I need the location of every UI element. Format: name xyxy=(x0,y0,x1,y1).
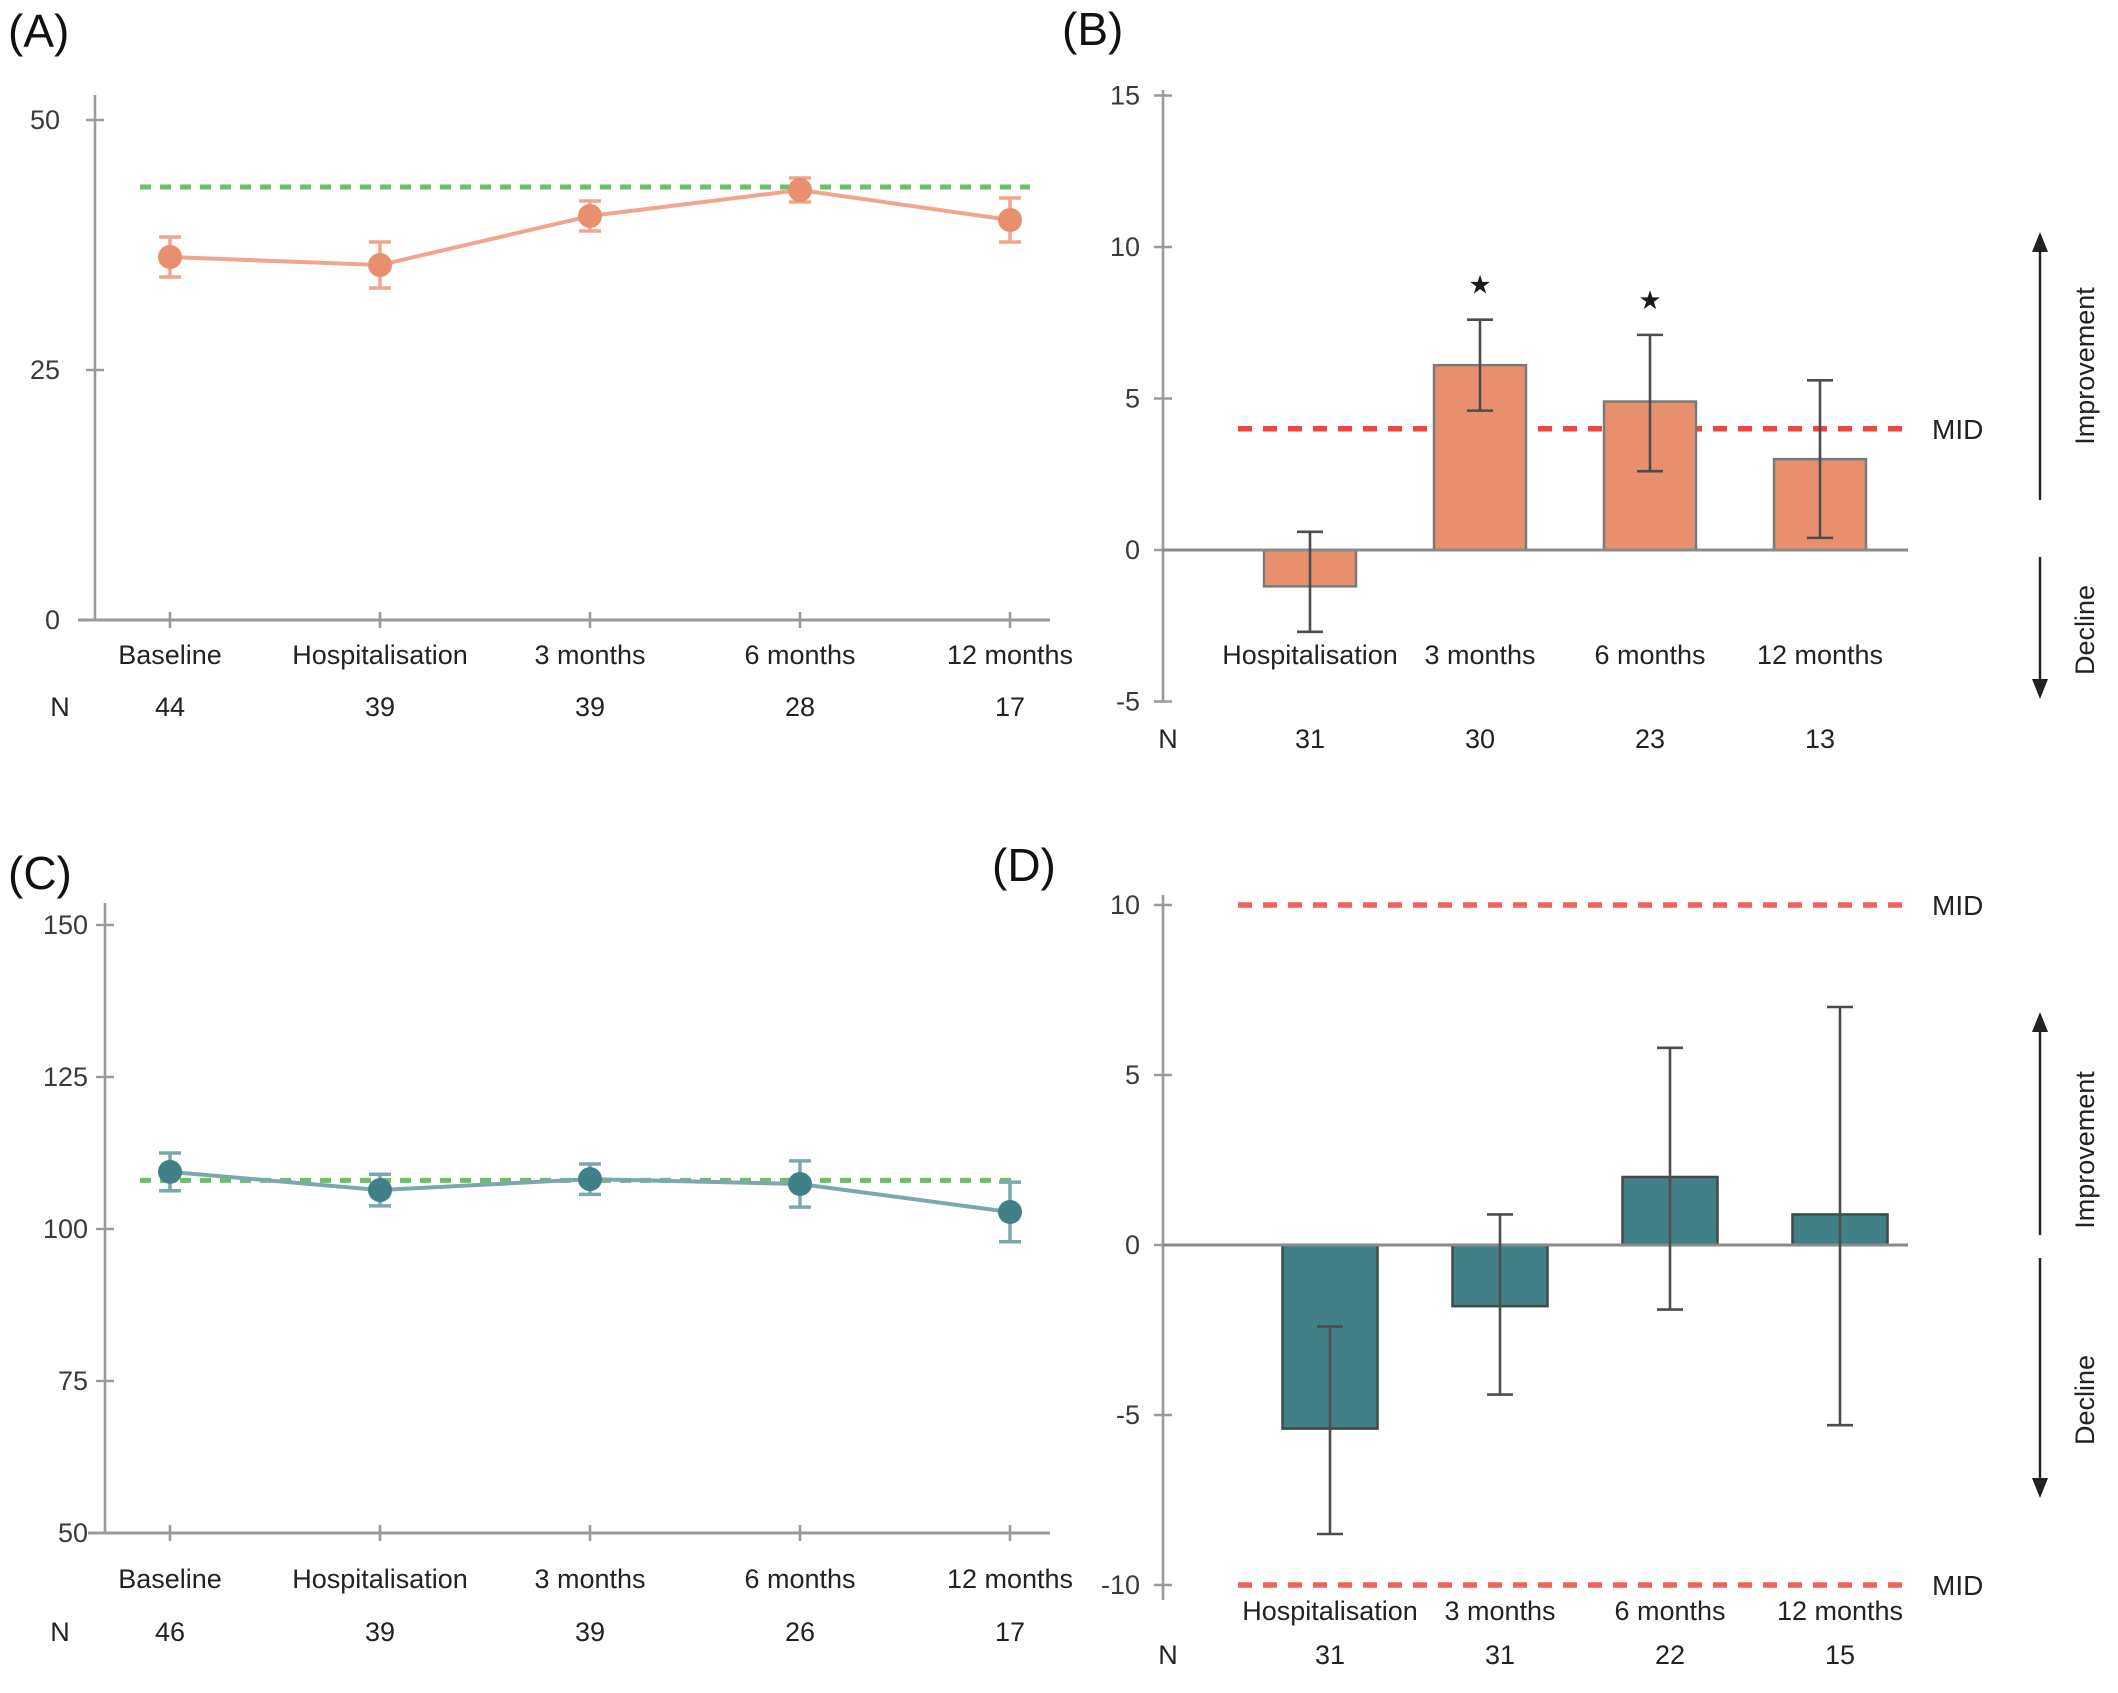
data-point-panel-c xyxy=(788,1172,812,1197)
x-category-label-panel-d: 6 months xyxy=(1614,1596,1725,1626)
n-value-panel-b: 13 xyxy=(1805,724,1835,754)
n-value-panel-c: 17 xyxy=(995,1617,1025,1647)
data-point-panel-a xyxy=(578,204,602,228)
x-category-label-panel-b: 12 months xyxy=(1757,640,1883,670)
y-tick-label-panel-c: 125 xyxy=(43,1062,88,1092)
n-value-panel-a: 39 xyxy=(575,692,605,722)
n-value-panel-d: 31 xyxy=(1485,1640,1515,1670)
decline-arrow-panel-d-head xyxy=(2032,1478,2048,1498)
x-category-label-panel-b: Hospitalisation xyxy=(1222,640,1398,670)
y-tick-label-panel-b: 0 xyxy=(1125,535,1140,565)
n-value-panel-d: 22 xyxy=(1655,1640,1685,1670)
x-category-label-panel-a: 12 months xyxy=(947,640,1073,670)
n-value-panel-d: 15 xyxy=(1825,1640,1855,1670)
n-row-header-panel-b: N xyxy=(1158,724,1178,754)
y-tick-label-panel-a: 25 xyxy=(30,355,60,385)
y-tick-label-panel-d: -10 xyxy=(1101,1570,1140,1600)
n-value-panel-d: 31 xyxy=(1315,1640,1345,1670)
data-point-panel-c xyxy=(158,1159,182,1184)
n-row-header-panel-c: N xyxy=(50,1617,70,1647)
n-value-panel-c: 39 xyxy=(575,1617,605,1647)
n-row-header-panel-a: N xyxy=(50,692,70,722)
y-tick-label-panel-b: 5 xyxy=(1125,384,1140,414)
improvement-label-panel-d: Improvement xyxy=(2070,1071,2100,1229)
panel-a-chart: 0 25 50 Baseline Hospitalisation 3 months 6 mo… xyxy=(30,95,1073,722)
panel-b-chart: -5 0 5 10 15 MID ★ ★ Hospitalisation 3 months 6 mo… xyxy=(1110,81,2100,755)
y-tick-label-panel-d: 10 xyxy=(1110,890,1140,920)
data-point-panel-a xyxy=(998,208,1022,232)
y-tick-label-panel-d: 0 xyxy=(1125,1230,1140,1260)
y-tick-label-panel-c: 75 xyxy=(58,1366,88,1396)
data-point-panel-c xyxy=(998,1199,1022,1224)
panel-label-a: (A) xyxy=(8,5,70,57)
y-tick-label-panel-b: 10 xyxy=(1110,232,1140,262)
panel-d-chart: -10 -5 0 5 10 MID MID Hospitalisation 3 months 6 … xyxy=(1101,890,2100,1670)
x-category-label-panel-b: 6 months xyxy=(1594,640,1705,670)
x-category-label-panel-a: Hospitalisation xyxy=(292,640,468,670)
improvement-label-panel-b: Improvement xyxy=(2070,287,2100,445)
x-category-label-panel-c: 6 months xyxy=(744,1564,855,1594)
significance-star-panel-b: ★ xyxy=(1468,270,1491,300)
x-category-label-panel-d: 12 months xyxy=(1777,1596,1903,1626)
data-point-panel-c xyxy=(368,1178,392,1203)
y-tick-label-panel-a: 0 xyxy=(45,605,60,635)
significance-star-panel-b: ★ xyxy=(1638,285,1661,315)
x-category-label-panel-d: Hospitalisation xyxy=(1242,1596,1418,1626)
n-value-panel-b: 30 xyxy=(1465,724,1495,754)
panel-label-c: (C) xyxy=(8,847,72,899)
x-category-label-panel-c: Baseline xyxy=(118,1564,222,1594)
panel-label-b: (B) xyxy=(1062,3,1124,55)
improvement-arrow-panel-d-head xyxy=(2032,1012,2048,1032)
n-value-panel-a: 39 xyxy=(365,692,395,722)
y-tick-label-panel-a: 50 xyxy=(30,105,60,135)
data-point-panel-a xyxy=(158,245,182,269)
x-category-label-panel-c: Hospitalisation xyxy=(292,1564,468,1594)
n-value-panel-c: 46 xyxy=(155,1617,185,1647)
y-tick-label-panel-c: 100 xyxy=(43,1214,88,1244)
n-value-panel-a: 17 xyxy=(995,692,1025,722)
n-value-panel-c: 39 xyxy=(365,1617,395,1647)
panel-c-chart: 50 75 100 125 150 Baseline Hospitalisation 3 mo… xyxy=(43,903,1073,1647)
x-category-label-panel-a: 6 months xyxy=(744,640,855,670)
x-category-label-panel-d: 3 months xyxy=(1444,1596,1555,1626)
data-point-panel-c xyxy=(578,1167,602,1192)
y-tick-label-panel-d: 5 xyxy=(1125,1060,1140,1090)
data-point-panel-a xyxy=(788,178,812,202)
y-tick-label-panel-b: 15 xyxy=(1110,81,1140,111)
y-tick-label-panel-d: -5 xyxy=(1116,1400,1140,1430)
n-value-panel-c: 26 xyxy=(785,1617,815,1647)
x-category-label-panel-b: 3 months xyxy=(1424,640,1535,670)
n-value-panel-b: 31 xyxy=(1295,724,1325,754)
y-tick-label-panel-c: 50 xyxy=(58,1518,88,1548)
mid-label-panel-b: MID xyxy=(1932,414,1983,445)
y-tick-label-panel-b: -5 xyxy=(1116,687,1140,717)
n-value-panel-a: 28 xyxy=(785,692,815,722)
x-category-label-panel-c: 3 months xyxy=(534,1564,645,1594)
panel-label-d: (D) xyxy=(992,839,1056,891)
data-point-panel-a xyxy=(368,253,392,277)
improvement-arrow-panel-b-head xyxy=(2032,232,2048,252)
n-value-panel-a: 44 xyxy=(155,692,185,722)
x-category-label-panel-a: Baseline xyxy=(118,640,222,670)
mid-label-panel-d: MID xyxy=(1932,890,1983,921)
n-value-panel-b: 23 xyxy=(1635,724,1665,754)
decline-label-panel-d: Decline xyxy=(2070,1355,2100,1445)
x-category-label-panel-c: 12 months xyxy=(947,1564,1073,1594)
mid-label-panel-d: MID xyxy=(1932,1570,1983,1601)
x-category-label-panel-a: 3 months xyxy=(534,640,645,670)
y-tick-label-panel-c: 150 xyxy=(43,910,88,940)
decline-arrow-panel-b-head xyxy=(2032,679,2048,699)
n-row-header-panel-d: N xyxy=(1158,1640,1178,1670)
decline-label-panel-b: Decline xyxy=(2070,585,2100,675)
